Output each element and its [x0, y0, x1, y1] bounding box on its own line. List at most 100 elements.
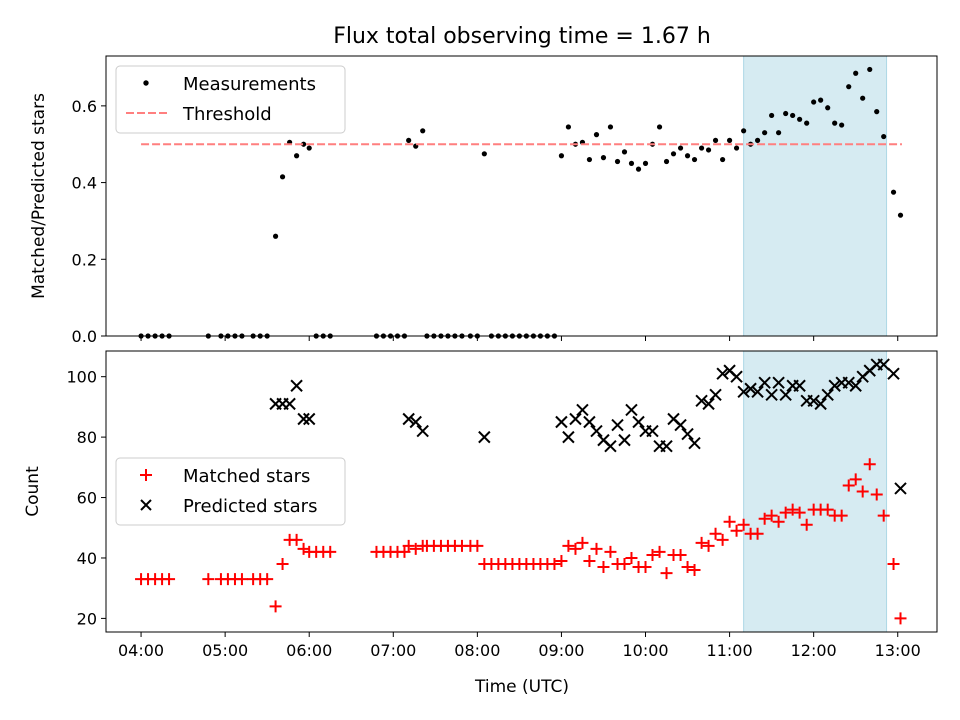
- matched-star-point: [604, 545, 617, 558]
- matched-star-point: [660, 567, 673, 580]
- matched-star-point: [639, 561, 652, 574]
- predicted-star-point: [409, 415, 422, 429]
- predicted-star-point: [779, 388, 792, 402]
- y-tick-label: 80: [77, 428, 97, 447]
- measurement-point: [846, 84, 852, 90]
- predicted-star-point: [674, 418, 687, 432]
- matched-star-point: [894, 612, 907, 625]
- measurement-point: [769, 112, 775, 119]
- predicted-star-point: [887, 367, 900, 380]
- predicted-star-point: [709, 388, 722, 402]
- measurement-point: [754, 137, 761, 143]
- matched-star-point: [555, 554, 568, 567]
- measurement-point: [565, 124, 572, 130]
- measurement-point: [600, 155, 607, 161]
- predicted-star-point: [744, 382, 757, 395]
- measurement-point: [797, 116, 803, 122]
- matched-star-point: [548, 558, 561, 571]
- matched-star-point: [887, 558, 900, 571]
- legend-measurements-label: Measurements: [183, 74, 316, 95]
- y-tick-label: 60: [77, 489, 97, 508]
- matched-star-point: [772, 515, 785, 528]
- matched-star-point: [618, 558, 631, 571]
- y-tick-label: 0.4: [72, 174, 97, 193]
- measurement-point: [614, 158, 621, 165]
- predicted-star-point: [303, 412, 316, 426]
- measurement-point: [698, 145, 705, 151]
- measurement-point: [867, 66, 873, 73]
- matched-star-point: [290, 533, 303, 546]
- matched-star-point: [877, 509, 890, 522]
- matched-star-point: [597, 561, 610, 574]
- measurement-point: [741, 128, 747, 134]
- top-legend-box: [115, 65, 346, 134]
- measurement-point: [874, 109, 880, 115]
- matched-star-point: [625, 551, 638, 564]
- x-tick-label: 11:00: [707, 641, 753, 660]
- predicted-star-point: [632, 415, 645, 429]
- legend-matched-marker: [140, 469, 152, 481]
- matched-star-point: [765, 509, 778, 522]
- predicted-star-point: [695, 394, 708, 408]
- predicted-star-point: [716, 367, 729, 380]
- predicted-star-point: [765, 388, 778, 402]
- predicted-star-point: [660, 439, 673, 453]
- matched-star-point: [856, 485, 869, 498]
- predicted-star-point: [283, 397, 296, 411]
- predicted-star-point: [416, 424, 429, 438]
- matched-star-point: [800, 518, 813, 531]
- top-axes-frame: [105, 55, 938, 337]
- measurement-point: [621, 149, 628, 155]
- measurement-point: [691, 156, 698, 163]
- legend-predicted-label: Predicted stars: [183, 496, 317, 517]
- matched-star-point: [695, 536, 708, 549]
- bottom-axes-frame: [105, 350, 938, 633]
- matched-star-point: [202, 573, 215, 586]
- predicted-star-point: [793, 379, 806, 392]
- matched-star-point: [269, 600, 282, 613]
- measurement-point: [712, 137, 719, 143]
- x-tick-label: 06:00: [286, 641, 332, 660]
- predicted-star-point: [590, 424, 603, 438]
- matched-star-point: [163, 573, 176, 586]
- matched-star-point: [751, 527, 764, 540]
- matched-star-point: [471, 539, 484, 552]
- measurement-point: [890, 189, 897, 195]
- top-y-axis-label: Matched/Predicted stars: [29, 93, 49, 299]
- measurement-point: [670, 151, 677, 157]
- matched-star-point: [653, 545, 666, 558]
- measurement-point: [628, 160, 635, 166]
- predicted-star-point: [849, 379, 862, 392]
- measurement-point: [860, 95, 866, 101]
- predicted-star-point: [297, 412, 310, 426]
- predicted-star-point: [807, 394, 820, 408]
- x-tick-label: 13:00: [875, 641, 921, 660]
- top-legend: Measurements Threshold: [115, 65, 346, 134]
- predicted-star-point: [611, 418, 624, 432]
- matched-star-point: [235, 573, 248, 586]
- measurement-point: [726, 137, 733, 143]
- matched-star-point: [576, 536, 589, 549]
- matched-star-point: [863, 458, 876, 471]
- matched-star-point: [835, 509, 848, 522]
- matched-star-point: [730, 524, 743, 537]
- measurement-point: [839, 122, 845, 128]
- measurement-point: [663, 158, 670, 165]
- predicted-star-point: [604, 439, 617, 453]
- measurement-point: [593, 132, 600, 138]
- matched-star-point: [716, 533, 729, 546]
- matched-star-point: [402, 539, 415, 552]
- matched-star-point: [324, 545, 337, 558]
- x-tick-label: 08:00: [454, 641, 500, 660]
- measurement-point: [762, 130, 768, 136]
- matched-star-point: [569, 542, 582, 555]
- y-tick-label: 40: [77, 549, 97, 568]
- x-tick-label: 10:00: [622, 641, 668, 660]
- predicted-star-point: [821, 388, 834, 402]
- predicted-star-point: [894, 482, 907, 495]
- matched-star-point: [674, 548, 687, 561]
- predicted-star-point: [828, 379, 841, 392]
- measurement-point: [881, 133, 887, 140]
- top-x-ticks: [140, 336, 899, 341]
- y-tick-label: 100: [66, 368, 97, 387]
